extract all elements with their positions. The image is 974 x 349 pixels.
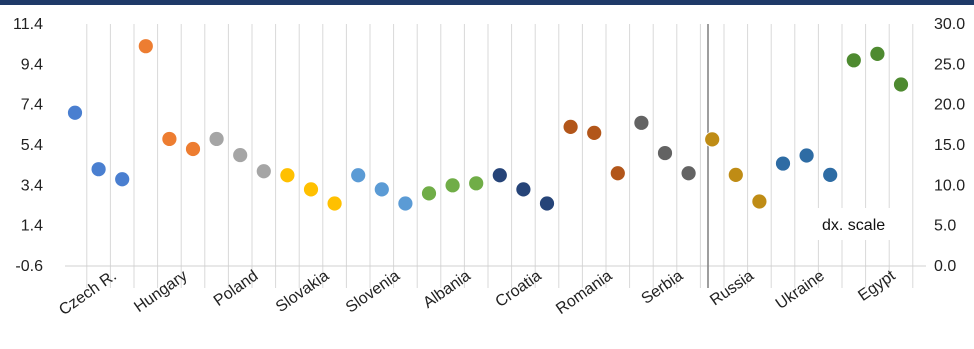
category-label: Albania: [420, 267, 474, 312]
category-label: Serbia: [639, 267, 687, 308]
category-label: Russia: [707, 267, 757, 309]
right-axis: 30.0 25.0 20.0 15.0 10.0 5.0 0.0: [934, 16, 965, 275]
data-point: [586, 124, 603, 141]
data-point: [845, 52, 862, 69]
data-point: [515, 181, 532, 198]
data-point: [232, 147, 249, 163]
category-label: Poland: [211, 267, 262, 310]
data-points: [67, 38, 909, 212]
gridlines: [86, 24, 914, 288]
data-point: [137, 38, 154, 55]
data-point: [539, 195, 555, 212]
category-label: Ukraine: [773, 267, 828, 313]
category-label: Slovenia: [343, 267, 403, 316]
left-tick-label: -0.6: [15, 258, 43, 275]
data-point: [161, 131, 178, 147]
data-point: [822, 166, 839, 183]
data-point: [397, 195, 414, 212]
data-point: [751, 193, 768, 210]
data-point: [869, 45, 886, 62]
left-axis: 11.4 9.4 7.4 5.4 3.4 1.4 -0.6: [13, 16, 43, 275]
left-tick-label: 7.4: [21, 97, 43, 114]
dx-scale-annotation: dx. scale: [822, 217, 885, 234]
data-point: [255, 163, 272, 180]
data-point: [704, 131, 721, 148]
right-tick-label: 20.0: [934, 97, 965, 114]
data-point: [609, 165, 626, 182]
right-tick-label: 15.0: [934, 137, 965, 154]
dx-scale-annotation-box: [806, 208, 910, 240]
data-point: [491, 167, 508, 184]
data-point: [468, 175, 485, 192]
data-point: [326, 195, 343, 212]
left-tick-label: 9.4: [21, 56, 43, 73]
data-point: [798, 147, 815, 164]
top-border-bar: [0, 0, 974, 5]
x-axis: Czech R. Hungary Poland Slovakia Slovenia Alb…: [56, 267, 899, 319]
data-point: [657, 145, 673, 161]
data-point: [680, 165, 697, 182]
category-label: Croatia: [493, 267, 545, 311]
data-point: [893, 76, 909, 93]
data-point: [303, 181, 319, 198]
right-tick-label: 0.0: [934, 258, 956, 275]
data-point: [279, 167, 296, 184]
right-tick-label: 5.0: [934, 218, 956, 235]
left-tick-label: 1.4: [21, 218, 43, 235]
category-label: Romania: [553, 267, 615, 318]
category-label: Egypt: [855, 267, 899, 305]
right-tick-label: 30.0: [934, 16, 965, 33]
data-point: [185, 141, 201, 157]
right-tick-label: 25.0: [934, 56, 965, 73]
data-point: [373, 181, 390, 198]
data-point: [114, 171, 131, 188]
left-tick-label: 3.4: [21, 177, 43, 194]
data-point: [562, 118, 579, 135]
data-point: [727, 166, 744, 183]
right-tick-label: 10.0: [934, 177, 965, 194]
data-point: [208, 131, 225, 147]
category-label: Czech R.: [56, 267, 120, 319]
data-point: [350, 167, 367, 184]
data-point: [67, 104, 83, 121]
left-tick-label: 11.4: [13, 16, 43, 33]
data-point: [90, 161, 107, 178]
data-point: [421, 185, 437, 202]
data-point: [444, 177, 461, 194]
category-label: Slovakia: [273, 267, 332, 316]
data-point: [633, 114, 650, 131]
category-label: Hungary: [131, 267, 190, 316]
left-tick-label: 5.4: [21, 137, 43, 154]
data-point: [775, 155, 791, 172]
